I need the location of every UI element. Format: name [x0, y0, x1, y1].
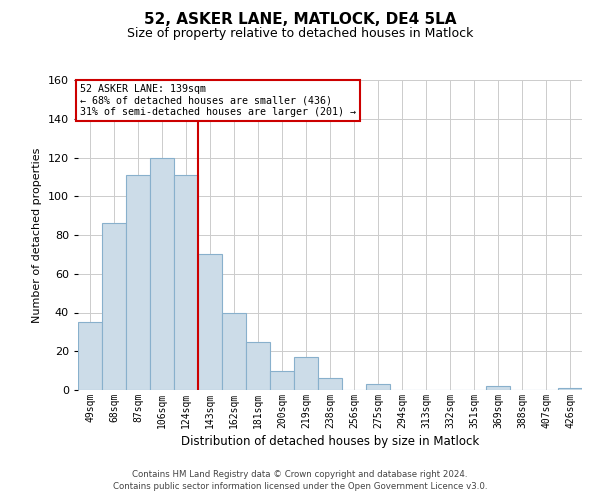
Text: Size of property relative to detached houses in Matlock: Size of property relative to detached ho…: [127, 28, 473, 40]
Bar: [126, 175, 150, 390]
Bar: [270, 370, 294, 390]
Bar: [294, 357, 318, 390]
Y-axis label: Number of detached properties: Number of detached properties: [32, 148, 42, 322]
Bar: [150, 158, 174, 390]
Bar: [102, 224, 126, 390]
Bar: [78, 322, 102, 390]
Text: 52, ASKER LANE, MATLOCK, DE4 5LA: 52, ASKER LANE, MATLOCK, DE4 5LA: [144, 12, 456, 28]
Bar: [246, 342, 270, 390]
Text: Contains HM Land Registry data © Crown copyright and database right 2024.: Contains HM Land Registry data © Crown c…: [132, 470, 468, 479]
Bar: [198, 254, 222, 390]
Bar: [222, 312, 246, 390]
X-axis label: Distribution of detached houses by size in Matlock: Distribution of detached houses by size …: [181, 435, 479, 448]
Text: Contains public sector information licensed under the Open Government Licence v3: Contains public sector information licen…: [113, 482, 487, 491]
Bar: [366, 384, 390, 390]
Text: 52 ASKER LANE: 139sqm
← 68% of detached houses are smaller (436)
31% of semi-det: 52 ASKER LANE: 139sqm ← 68% of detached …: [80, 84, 356, 117]
Bar: [174, 175, 198, 390]
Bar: [558, 388, 582, 390]
Bar: [486, 386, 510, 390]
Bar: [318, 378, 342, 390]
